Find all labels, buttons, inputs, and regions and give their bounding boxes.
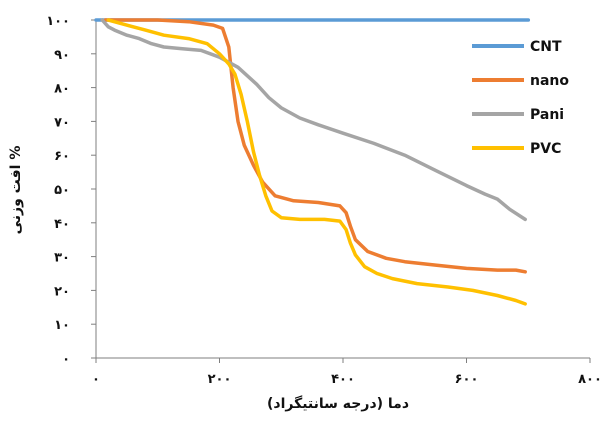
y-tick-label: ۶۰ [54,149,70,164]
y-tick-label: ۳۰ [54,251,70,266]
x-tick-label: ۸۰۰ [578,372,602,387]
y-tick-label: ۱۰۰ [46,14,70,29]
legend-label-cnt: CNT [530,39,562,55]
y-axis: ۰ ۱۰ ۲۰ ۳۰ ۴۰ ۵۰ ۶۰ ۷۰ ۸۰ ۹۰ ۱۰۰ [46,14,97,367]
series-line-pani [100,18,527,222]
y-tick-label: ۵۰ [54,183,70,198]
x-axis: ۰ ۲۰۰ ۴۰۰ ۶۰۰ ۸۰۰ [92,357,602,387]
x-tick-label: ۰ [92,372,100,387]
y-tick-label: ۴۰ [54,217,70,232]
x-tick-label: ۴۰۰ [331,372,355,387]
x-tick-label: ۲۰۰ [208,372,232,387]
x-tick-label: ۶۰۰ [455,372,479,387]
y-tick-label: ۸۰ [54,82,70,97]
plot-area [96,20,590,358]
series-line-pvc [106,18,527,306]
legend-label-pani: Pani [530,107,564,123]
legend-label-pvc: PVC [530,141,561,157]
series-line-nano [103,18,527,274]
y-tick-label: ۲۰ [54,284,70,299]
legend-label-nano: nano [530,73,569,89]
y-tick-label: ۷۰ [54,115,70,130]
series-layer [94,18,531,306]
y-tick-label: ۱۰ [54,318,70,333]
plot-background [96,20,590,358]
legend: CNT nano Pani PVC [472,39,569,157]
y-tick-label: ۹۰ [54,48,70,63]
y-axis-title: افت وزنی % [8,146,24,235]
x-axis-title: دما (درجه سانتیگراد) [267,395,409,412]
y-tick-label: ۰ [62,352,70,367]
